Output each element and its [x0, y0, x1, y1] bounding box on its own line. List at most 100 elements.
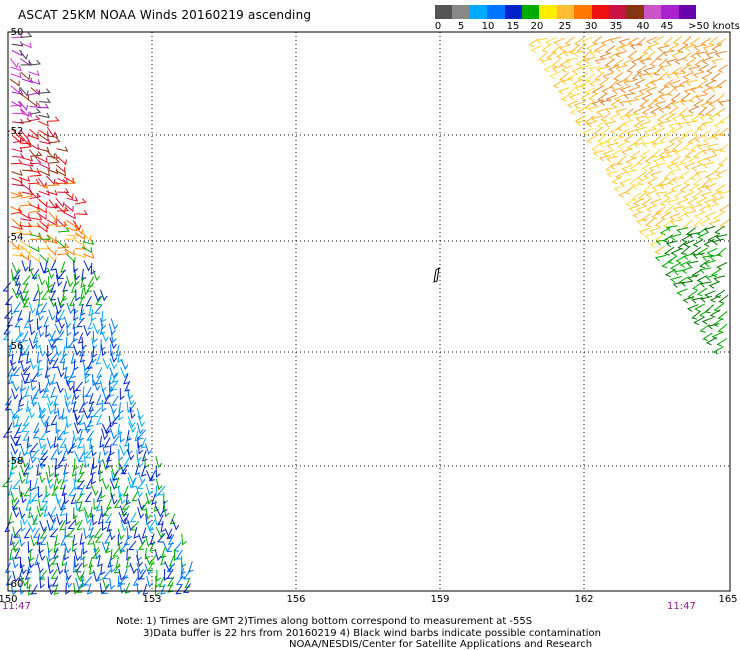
wind-barb — [66, 379, 74, 392]
wind-barb — [54, 534, 61, 547]
wind-barb — [11, 458, 17, 471]
wind-barb — [82, 542, 88, 555]
wind-barb — [85, 295, 92, 307]
wind-barb — [708, 98, 720, 108]
lat-label-58: -58 — [7, 456, 24, 467]
wind-barb — [605, 106, 618, 114]
wind-barb — [123, 373, 129, 385]
wind-barb — [129, 512, 137, 523]
wind-barb — [78, 402, 85, 413]
wind-barb — [56, 204, 66, 215]
wind-barb — [557, 87, 570, 95]
wind-barb — [137, 429, 147, 439]
wind-barb — [30, 393, 38, 404]
wind-barb — [12, 479, 21, 490]
wind-barb — [67, 519, 76, 530]
wind-barb — [32, 388, 40, 400]
wind-barb — [703, 238, 715, 247]
wind-barb — [46, 394, 54, 407]
wind-barb — [70, 493, 77, 505]
wind-barb — [95, 570, 103, 582]
wind-barb — [712, 238, 725, 246]
colorbar-label: 45 — [660, 21, 674, 32]
wind-barb — [664, 100, 676, 110]
wind-barb — [556, 49, 567, 59]
wind-barb — [696, 274, 708, 284]
wind-barb — [665, 58, 678, 66]
wind-barb — [90, 463, 96, 476]
wind-barb — [138, 533, 146, 546]
wind-barb — [655, 239, 668, 246]
wind-barb — [90, 484, 99, 497]
wind-barb — [49, 506, 57, 518]
wind-barb — [75, 568, 83, 581]
wind-barb — [61, 554, 68, 567]
wind-barb — [92, 457, 98, 470]
wind-barb — [655, 191, 668, 198]
wind-barb — [699, 308, 710, 318]
wind-barb — [642, 141, 654, 148]
wind-barb — [65, 336, 71, 349]
wind-barb — [48, 465, 55, 478]
wind-barb — [679, 64, 691, 73]
wind-barb — [136, 408, 144, 420]
wind-barb — [99, 563, 106, 576]
wind-barb — [91, 374, 98, 387]
wind-barb — [715, 169, 727, 178]
wind-barb — [625, 113, 638, 120]
wind-barb — [64, 203, 74, 213]
wind-barb — [713, 163, 724, 173]
wind-barb — [45, 281, 53, 294]
wind-barb — [73, 555, 80, 569]
colorbar-swatch — [661, 5, 679, 19]
wind-barb — [157, 485, 166, 496]
wind-barb — [102, 443, 109, 456]
wind-barb — [104, 533, 111, 544]
wind-barb — [712, 346, 724, 355]
wind-barb — [608, 112, 620, 122]
wind-barb — [145, 507, 152, 520]
wind-barb — [624, 185, 635, 195]
wind-barb — [53, 402, 60, 415]
wind-barb — [638, 86, 650, 95]
wind-barb — [541, 43, 552, 53]
wind-barb — [12, 109, 25, 114]
wind-barb — [666, 199, 679, 206]
wind-barb — [653, 66, 664, 76]
wind-barb — [692, 150, 704, 159]
wind-barb — [610, 98, 622, 108]
wind-barb — [26, 436, 32, 449]
wind-barb — [37, 103, 50, 109]
wind-barb — [708, 219, 721, 227]
wind-barb — [92, 540, 100, 553]
wind-barb — [57, 366, 65, 378]
wind-barb — [598, 155, 611, 162]
wind-barb — [621, 147, 633, 156]
wind-barb — [47, 116, 60, 122]
wind-barb — [697, 79, 708, 89]
wind-barb — [62, 345, 68, 358]
wind-barb — [617, 140, 628, 150]
wind-barb — [9, 360, 18, 372]
wind-barb — [30, 584, 38, 595]
wind-barb — [647, 43, 659, 51]
wind-barb — [38, 471, 46, 484]
wind-barb — [23, 486, 31, 497]
wind-barb — [549, 71, 561, 80]
wind-barb — [21, 189, 34, 196]
wind-barb — [80, 304, 86, 317]
wind-barb — [109, 561, 116, 574]
wind-barb — [50, 259, 57, 271]
wind-barb — [717, 311, 728, 321]
wind-barb — [699, 204, 711, 213]
wind-barb — [156, 533, 166, 543]
wind-barb — [19, 117, 32, 124]
wind-barb — [92, 379, 101, 392]
wind-barb — [560, 92, 572, 102]
colorbar-swatch — [539, 5, 557, 19]
wind-barb — [21, 245, 31, 256]
wind-barb — [67, 371, 75, 383]
wind-barb — [28, 458, 34, 471]
wind-barb — [710, 268, 722, 278]
wind-barb — [671, 50, 683, 59]
